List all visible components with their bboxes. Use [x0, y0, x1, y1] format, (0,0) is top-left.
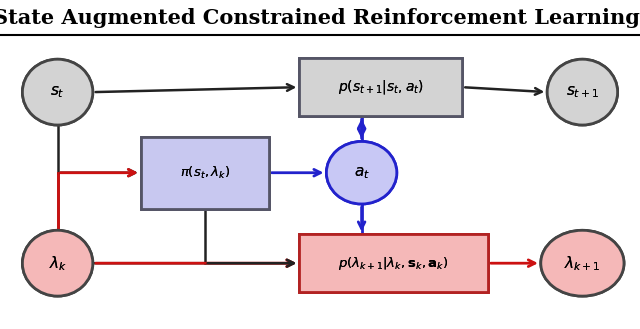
Ellipse shape [22, 230, 93, 296]
FancyBboxPatch shape [141, 137, 269, 209]
Text: $\lambda_{k+1}$: $\lambda_{k+1}$ [564, 254, 601, 272]
FancyBboxPatch shape [300, 234, 488, 292]
Text: $\lambda_{k+1}$: $\lambda_{k+1}$ [564, 254, 601, 272]
Ellipse shape [547, 59, 618, 125]
Text: $s_{t+1}$: $s_{t+1}$ [566, 84, 599, 100]
Text: $\lambda_k$: $\lambda_k$ [49, 254, 67, 272]
FancyBboxPatch shape [300, 59, 462, 116]
Text: $p(s_{t+1}|s_t, a_t)$: $p(s_{t+1}|s_t, a_t)$ [338, 78, 424, 96]
Text: $s_t$: $s_t$ [51, 84, 65, 100]
Text: $p(s_{t+1}|s_t, a_t)$: $p(s_{t+1}|s_t, a_t)$ [338, 78, 424, 96]
Text: $p(\lambda_{k+1}|\lambda_k, \mathbf{s}_k, \mathbf{a}_k)$: $p(\lambda_{k+1}|\lambda_k, \mathbf{s}_k… [339, 255, 449, 272]
Text: State Augmented Constrained Reinforcement Learning:: State Augmented Constrained Reinforcemen… [0, 8, 640, 28]
Ellipse shape [541, 230, 624, 296]
FancyBboxPatch shape [141, 137, 269, 209]
Text: $a_t$: $a_t$ [354, 165, 369, 181]
FancyBboxPatch shape [300, 234, 488, 292]
Ellipse shape [22, 59, 93, 125]
Text: $\lambda_k$: $\lambda_k$ [49, 254, 67, 272]
Ellipse shape [326, 141, 397, 204]
Text: $p(\lambda_{k+1}|\lambda_k, \mathbf{s}_k, \mathbf{a}_k)$: $p(\lambda_{k+1}|\lambda_k, \mathbf{s}_k… [339, 255, 449, 272]
Ellipse shape [22, 230, 93, 296]
Text: $\pi(s_t, \lambda_k)$: $\pi(s_t, \lambda_k)$ [180, 165, 230, 181]
Text: $s_t$: $s_t$ [51, 84, 65, 100]
Text: $a_t$: $a_t$ [354, 165, 369, 181]
FancyBboxPatch shape [300, 59, 462, 116]
Ellipse shape [22, 59, 93, 125]
Ellipse shape [541, 230, 624, 296]
Ellipse shape [547, 59, 618, 125]
Ellipse shape [326, 141, 397, 204]
Text: $s_{t+1}$: $s_{t+1}$ [566, 84, 599, 100]
Text: $\pi(s_t, \lambda_k)$: $\pi(s_t, \lambda_k)$ [180, 165, 230, 181]
